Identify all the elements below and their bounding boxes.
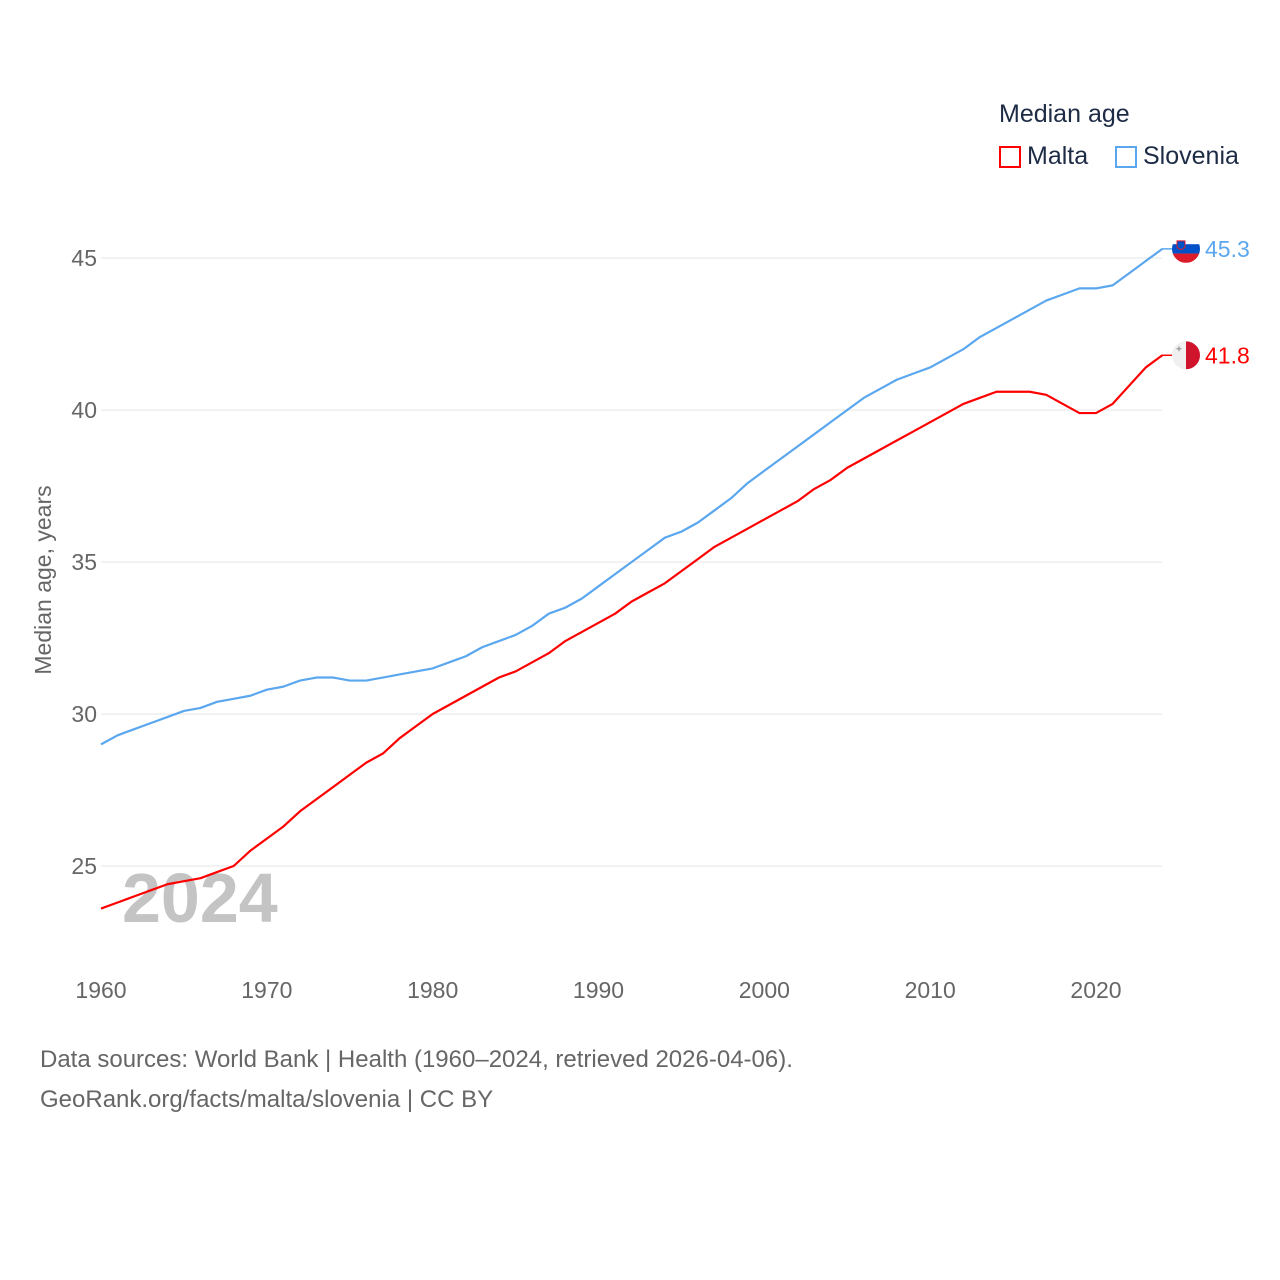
legend-label: Malta xyxy=(1027,142,1089,170)
legend-label: Slovenia xyxy=(1143,142,1239,170)
x-tick-label: 1960 xyxy=(75,977,126,1003)
year-label: 2024 xyxy=(122,859,278,937)
x-tick-label: 2000 xyxy=(739,977,790,1003)
y-axis-label: Median age, years xyxy=(30,485,56,674)
source-note: Data sources: World Bank | Health (1960–… xyxy=(40,1046,793,1073)
y-tick-label: 40 xyxy=(71,397,97,423)
end-value-label-malta: 41.8 xyxy=(1205,342,1250,368)
legend-item-malta[interactable]: Malta xyxy=(999,142,1088,171)
legend-item-slovenia[interactable]: Slovenia xyxy=(1115,142,1239,171)
series-line-malta xyxy=(100,354,1163,910)
y-tick-label: 25 xyxy=(71,853,97,879)
slovenia-flag-icon xyxy=(1172,234,1200,263)
x-tick-label: 2020 xyxy=(1070,977,1121,1003)
end-value-label-slovenia: 45.3 xyxy=(1205,236,1250,262)
legend-swatch-malta xyxy=(999,145,1021,168)
series-line-slovenia xyxy=(100,247,1163,746)
x-tick-label: 1990 xyxy=(573,977,624,1003)
y-tick-label: 45 xyxy=(71,245,97,271)
y-tick-label: 35 xyxy=(71,549,97,575)
x-tick-label: 2010 xyxy=(905,977,956,1003)
source-link[interactable]: GeoRank.org/facts/malta/slovenia | CC BY xyxy=(40,1086,494,1113)
legend-title: Median age xyxy=(999,100,1130,128)
malta-flag-icon xyxy=(1172,341,1200,370)
y-tick-label: 30 xyxy=(71,701,97,727)
legend-swatch-slovenia xyxy=(1115,145,1137,168)
x-tick-label: 1980 xyxy=(407,977,458,1003)
x-tick-label: 1970 xyxy=(241,977,292,1003)
